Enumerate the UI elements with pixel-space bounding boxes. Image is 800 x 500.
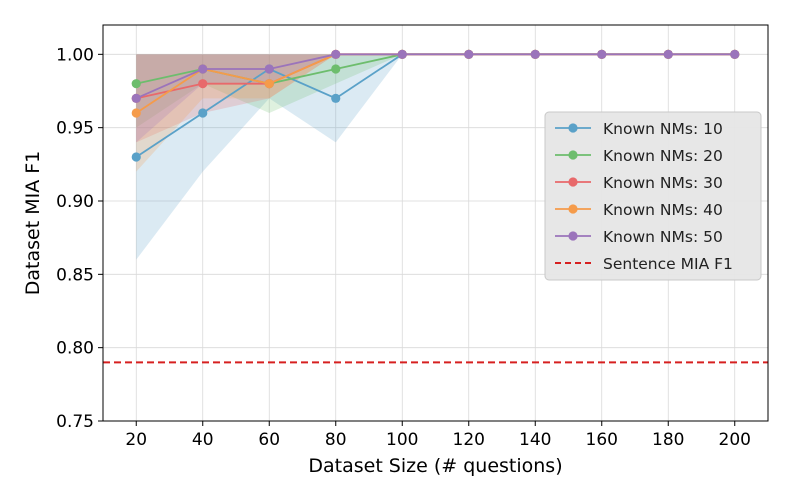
x-tick-label: 160 xyxy=(586,430,618,450)
data-point xyxy=(198,64,208,74)
y-tick-label: 0.90 xyxy=(56,192,94,212)
data-point xyxy=(131,93,141,103)
legend-marker xyxy=(568,123,578,133)
legend-label: Known NMs: 30 xyxy=(603,174,723,192)
confidence-band xyxy=(136,54,735,260)
y-axis-ticks: 0.75 0.80 0.85 0.90 0.95 1.00 xyxy=(56,45,103,432)
series-line xyxy=(135,53,735,100)
y-tick-label: 0.95 xyxy=(56,119,94,139)
legend-label: Sentence MIA F1 xyxy=(603,255,733,273)
legend-label: Known NMs: 10 xyxy=(603,120,723,138)
data-point xyxy=(331,64,341,74)
series-lines xyxy=(131,49,740,162)
data-point xyxy=(397,49,407,59)
data-point xyxy=(730,49,740,59)
data-point xyxy=(331,49,341,59)
x-axis-ticks: 20 40 60 80 100 120 140 160 180 200 xyxy=(125,421,751,450)
y-tick-label: 0.75 xyxy=(56,412,94,432)
confidence-band xyxy=(136,54,735,128)
legend-box xyxy=(544,111,762,281)
legend-label: Known NMs: 20 xyxy=(603,147,723,165)
x-axis-label: Dataset Size (# questions) xyxy=(308,455,562,477)
y-tick-label: 0.85 xyxy=(56,265,94,285)
x-tick-label: 20 xyxy=(125,430,147,450)
data-point xyxy=(530,49,540,59)
legend-label: Known NMs: 50 xyxy=(603,228,723,246)
x-tick-label: 80 xyxy=(325,430,347,450)
data-point xyxy=(131,108,141,118)
legend-label: Known NMs: 40 xyxy=(603,201,723,219)
data-point xyxy=(464,49,474,59)
data-point xyxy=(264,79,274,89)
x-tick-label: 200 xyxy=(719,430,751,450)
data-point xyxy=(264,64,274,74)
data-point xyxy=(331,93,341,103)
confidence-band xyxy=(136,54,735,172)
x-tick-label: 140 xyxy=(519,430,551,450)
legend-marker xyxy=(568,177,578,187)
legend: Known NMs: 10 Known NMs: 20 Known NMs: 30 K… xyxy=(544,111,762,281)
y-tick-label: 1.00 xyxy=(56,45,94,65)
plot-frame xyxy=(102,24,769,422)
data-point xyxy=(198,108,208,118)
y-axis-label: Dataset MIA F1 xyxy=(22,151,44,296)
legend-marker xyxy=(568,231,578,241)
legend-marker xyxy=(568,150,578,160)
data-point xyxy=(131,79,141,89)
data-point xyxy=(131,152,141,162)
series-group xyxy=(131,49,740,103)
x-tick-label: 40 xyxy=(192,430,214,450)
x-tick-label: 60 xyxy=(258,430,280,450)
legend-marker xyxy=(568,204,578,214)
data-point xyxy=(198,79,208,89)
y-tick-label: 0.80 xyxy=(56,339,94,359)
x-tick-label: 180 xyxy=(652,430,684,450)
data-point xyxy=(597,49,607,59)
x-tick-label: 100 xyxy=(386,430,418,450)
data-point xyxy=(663,49,673,59)
x-tick-label: 120 xyxy=(453,430,485,450)
